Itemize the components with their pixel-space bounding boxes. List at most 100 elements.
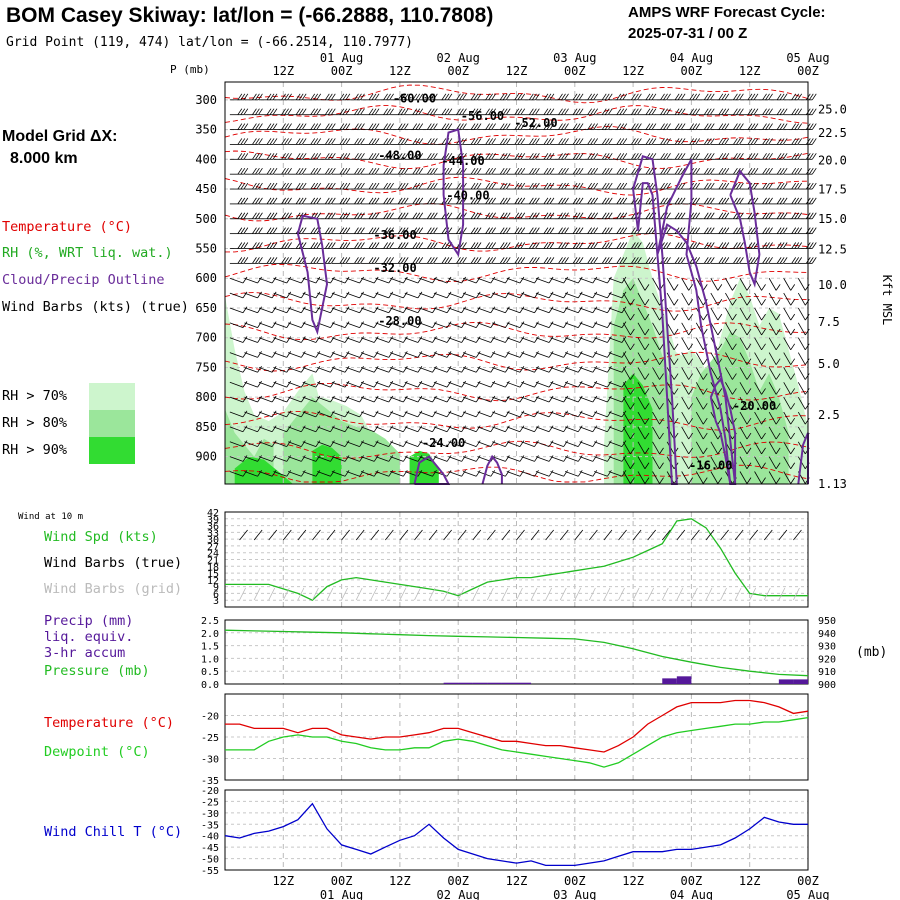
wind-barb-shaft: [346, 367, 360, 373]
wind-barb-feather: [808, 153, 814, 160]
wind-barb-feather: [281, 93, 286, 101]
wind-barb-feather: [252, 257, 257, 264]
wind-barb: [273, 138, 292, 145]
wind-barb-feather: [651, 93, 657, 101]
wind-barb-shaft: [288, 456, 302, 462]
wind-barb-shaft: [725, 367, 733, 380]
wind-barb-true: [312, 529, 321, 541]
wind-barb-feather: [316, 153, 322, 160]
wind-barb-feather: [316, 212, 322, 219]
wind-barb-shaft: [244, 322, 258, 329]
wind-barb-feather: [446, 291, 452, 299]
wind-barb-shaft: [594, 396, 608, 403]
wind-barb: [433, 93, 453, 101]
wind-barb: [797, 307, 810, 321]
wind-barb-feather: [721, 93, 727, 101]
wind-barb-feather: [368, 93, 374, 101]
precip-bar: [487, 682, 502, 684]
wind-barb-feather: [563, 321, 568, 328]
wind-barb-feather: [287, 197, 292, 205]
wind-barb: [346, 395, 364, 403]
wind-barb-feather: [505, 470, 510, 477]
wind-barb: [492, 93, 511, 101]
wind-barb-shaft: [768, 367, 777, 380]
wind-barb-feather: [753, 138, 759, 145]
wind-barb-shaft: [288, 381, 302, 388]
wind-barb-feather: [520, 138, 526, 145]
wind-barb: [681, 441, 694, 455]
wind-barb-shaft: [725, 322, 733, 336]
wind-barb-feather: [386, 227, 391, 234]
wind-barb: [579, 351, 598, 358]
wind-barb-feather: [549, 93, 555, 101]
wind-barb-feather: [415, 197, 421, 205]
wind-barb: [375, 138, 394, 145]
wind-barb-feather: [564, 138, 569, 145]
wind-barb-feather: [415, 123, 421, 130]
wind-barb: [521, 167, 540, 175]
wind-barb-shaft: [783, 278, 792, 291]
wind-barb-feather: [811, 242, 817, 249]
wind-barb-true: [618, 529, 627, 541]
wind-barb-feather: [535, 227, 540, 234]
wind-barb-feather: [430, 93, 435, 101]
wind-barb: [623, 337, 635, 351]
wind-barb-shaft: [579, 277, 593, 284]
wind-barb-feather: [397, 138, 403, 145]
wind-barb-feather: [680, 227, 686, 234]
wind-barb: [492, 123, 511, 130]
wind-barb-feather: [266, 212, 272, 219]
wind-barb-feather: [301, 153, 307, 160]
wind-barb: [433, 440, 452, 447]
wind-barb-feather: [360, 123, 365, 130]
wind-barb: [259, 138, 278, 145]
wind-barb-feather: [548, 351, 554, 358]
wind-barb-feather: [403, 351, 408, 358]
wind-barb-shaft: [492, 471, 506, 477]
wind-barb: [462, 455, 481, 462]
wind-barb-feather: [607, 167, 613, 175]
wind-barb-shaft: [739, 382, 748, 395]
time-tick-label: 12Z: [389, 64, 411, 78]
wind-barb: [229, 366, 248, 373]
wind-barb: [404, 395, 423, 403]
legend-rh70-swatch: [89, 383, 135, 410]
wind-barb: [404, 93, 424, 101]
wind-barb-feather: [441, 227, 447, 234]
wind-barb-feather: [403, 470, 408, 477]
wind-barb: [419, 306, 437, 314]
wind-barb: [302, 123, 322, 130]
wind-barb-feather: [432, 306, 437, 313]
wind-barb: [346, 306, 364, 314]
wind-barb: [637, 93, 657, 101]
wind-barb-feather: [357, 93, 362, 101]
wind-barb: [462, 291, 481, 299]
wind-barb-feather: [651, 108, 657, 115]
wind-barb: [492, 455, 510, 462]
wind-barb-feather: [732, 328, 737, 336]
wind-barb-feather: [517, 93, 523, 101]
date-tick-label: 02 Aug: [437, 888, 480, 900]
wind-barb: [404, 242, 424, 249]
wind-barb-feather: [403, 227, 409, 234]
wind-barb-shaft: [462, 367, 477, 373]
wind-barb-feather: [563, 351, 568, 358]
wind-barb-feather: [499, 227, 505, 234]
wind-barb: [710, 292, 723, 306]
wind-barb-feather: [593, 153, 598, 160]
wind-barb-feather: [354, 227, 359, 234]
wind-barb: [506, 351, 525, 358]
wind-barb-feather: [272, 242, 278, 249]
wind-barb-feather: [680, 212, 686, 219]
wind-barb-shaft: [666, 278, 675, 291]
wind-barb-feather: [491, 182, 496, 190]
wind-barb-feather: [616, 93, 622, 101]
wind-barb-shaft: [564, 367, 579, 373]
wind-barb: [535, 93, 555, 101]
wind-barb-feather: [648, 108, 654, 115]
wind-barb-feather: [578, 108, 584, 115]
wind-barb-shaft: [608, 471, 623, 477]
wind-barb-feather: [310, 153, 316, 160]
wind-barb: [404, 306, 423, 314]
wind-barb: [229, 138, 249, 145]
